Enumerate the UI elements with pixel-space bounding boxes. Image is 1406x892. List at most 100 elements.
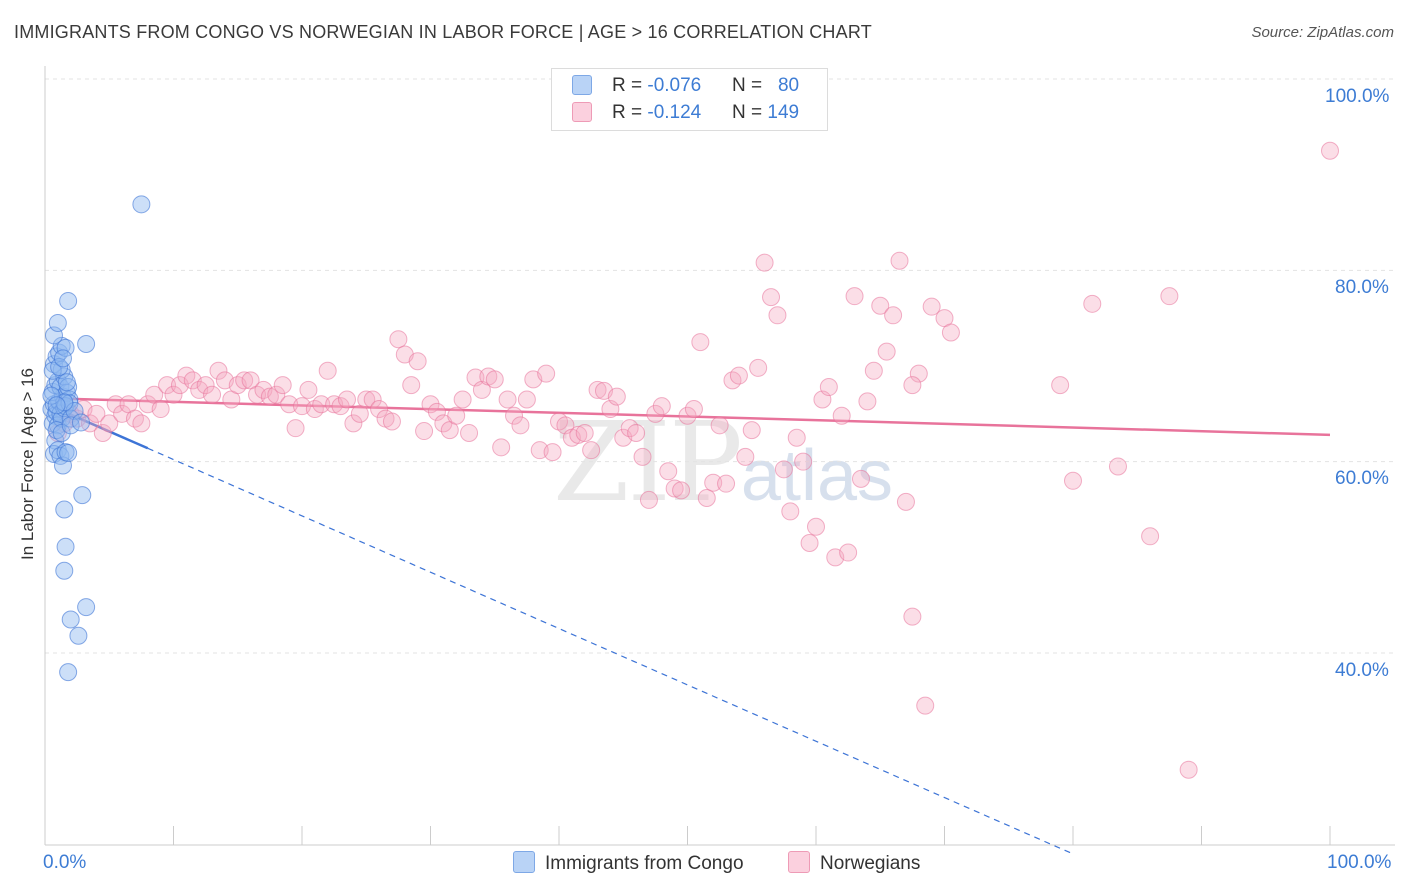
norwegians-point bbox=[106, 395, 125, 414]
norwegians-point bbox=[87, 404, 106, 423]
gridlines bbox=[45, 78, 1395, 654]
norwegians-point bbox=[896, 492, 915, 511]
norwegians-point bbox=[203, 385, 222, 404]
norwegians-point bbox=[498, 390, 517, 409]
norwegians-point bbox=[1051, 376, 1070, 395]
norwegians-point bbox=[697, 489, 716, 508]
legend-row-norwegians: R = -0.124 N = 149 bbox=[572, 102, 799, 126]
norwegians-point bbox=[729, 366, 748, 385]
congo-point bbox=[53, 349, 72, 368]
norwegians-point bbox=[151, 400, 170, 419]
legend-row-congo: R = -0.076 N = 80 bbox=[572, 75, 799, 99]
congo-point bbox=[59, 291, 78, 310]
norwegians-point bbox=[273, 376, 292, 395]
norwegians-point bbox=[370, 400, 389, 419]
norwegians-point bbox=[492, 438, 511, 457]
bottom-legend-label-congo: Immigrants from Congo bbox=[545, 853, 744, 874]
norwegians-point bbox=[402, 376, 421, 395]
norwegians-point bbox=[774, 460, 793, 479]
axes bbox=[44, 66, 1395, 846]
norwegians-point bbox=[337, 390, 356, 409]
bottom-legend-label-norwegians: Norwegians bbox=[820, 853, 921, 874]
norwegians-point bbox=[684, 400, 703, 419]
norwegians-point bbox=[260, 387, 279, 406]
norwegians-point bbox=[633, 447, 652, 466]
norwegians-point bbox=[819, 378, 838, 397]
norwegians-point bbox=[787, 428, 806, 447]
legend-n-congo: N = 80 bbox=[732, 75, 800, 96]
norwegians-point bbox=[800, 533, 819, 552]
norwegians-point bbox=[845, 287, 864, 306]
norwegians-point bbox=[537, 364, 556, 383]
norwegians-point bbox=[485, 370, 504, 389]
norwegians-point bbox=[832, 406, 851, 425]
congo-point bbox=[52, 423, 71, 442]
congo-point bbox=[59, 444, 78, 463]
norwegians-point bbox=[639, 490, 658, 509]
congo-point bbox=[47, 396, 66, 415]
norwegians-point bbox=[267, 385, 286, 404]
norwegians-point bbox=[678, 406, 697, 425]
norwegians-point bbox=[543, 443, 562, 462]
congo-point bbox=[42, 386, 61, 405]
norwegians-point bbox=[646, 404, 665, 423]
norwegians-point bbox=[299, 380, 318, 399]
legend-r-norwegians: R = -0.124 bbox=[612, 102, 702, 123]
norwegians-point bbox=[408, 352, 427, 371]
congo-point bbox=[77, 334, 96, 353]
norwegians-point bbox=[890, 251, 909, 270]
norwegians-point bbox=[80, 414, 99, 433]
congo-trend-line-solid bbox=[50, 405, 149, 450]
norwegians-point bbox=[415, 422, 434, 441]
congo-point bbox=[56, 537, 75, 556]
bottom-legend-swatch-blue bbox=[513, 851, 535, 873]
norwegians-point bbox=[421, 395, 440, 414]
norwegians-point bbox=[909, 364, 928, 383]
norwegians-point bbox=[665, 479, 684, 498]
congo-point bbox=[71, 413, 90, 432]
bottom-legend-congo[interactable]: Immigrants from Congo bbox=[513, 851, 744, 875]
norwegians-point bbox=[196, 376, 215, 395]
chart-title: IMMIGRANTS FROM CONGO VS NORWEGIAN IN LA… bbox=[14, 22, 872, 42]
congo-point bbox=[55, 561, 74, 580]
norwegians-trend-line bbox=[57, 397, 1331, 437]
norwegians-point bbox=[511, 416, 530, 435]
norwegians-point bbox=[460, 423, 479, 442]
norwegians-point bbox=[851, 469, 870, 488]
norwegians-point bbox=[588, 380, 607, 399]
norwegians-point bbox=[691, 333, 710, 352]
x-tick-label-min: 0.0% bbox=[43, 852, 87, 873]
congo-point bbox=[48, 313, 67, 332]
norwegians-point bbox=[858, 392, 877, 411]
norwegians-point bbox=[447, 406, 466, 425]
norwegians-point bbox=[916, 696, 935, 715]
legend-swatch-pink bbox=[572, 102, 592, 122]
watermark-atlas: atlas bbox=[740, 436, 893, 516]
congo-point bbox=[50, 357, 69, 376]
bottom-legend-norwegians[interactable]: Norwegians bbox=[788, 851, 920, 875]
legend-swatch-blue bbox=[572, 75, 592, 95]
congo-point bbox=[73, 486, 92, 505]
norwegians-point bbox=[710, 416, 729, 435]
norwegians-point bbox=[755, 253, 774, 272]
norwegians-point bbox=[312, 395, 331, 414]
norwegians-point bbox=[672, 481, 691, 500]
norwegians-point bbox=[627, 423, 646, 442]
norwegians-point bbox=[286, 419, 305, 438]
correlation-legend: R = -0.076 N = 80 R = -0.124 N = 149 bbox=[551, 68, 828, 131]
norwegians-point bbox=[768, 306, 787, 325]
source-label: Source: ZipAtlas.com bbox=[1251, 24, 1394, 41]
norwegians-point bbox=[357, 390, 376, 409]
norwegians-point bbox=[427, 402, 446, 421]
norwegians-point bbox=[1083, 294, 1102, 313]
norwegians-point bbox=[382, 412, 401, 431]
norwegians-point bbox=[93, 423, 112, 442]
congo-trend-line-dashed bbox=[147, 447, 1074, 855]
norwegians-point bbox=[807, 517, 825, 536]
y-axis-label: In Labor Force | Age > 16 bbox=[18, 367, 37, 560]
bottom-legend-swatch-pink bbox=[788, 851, 810, 873]
congo-point bbox=[132, 195, 151, 214]
norwegians-point bbox=[903, 376, 922, 395]
congo-point bbox=[57, 373, 76, 392]
